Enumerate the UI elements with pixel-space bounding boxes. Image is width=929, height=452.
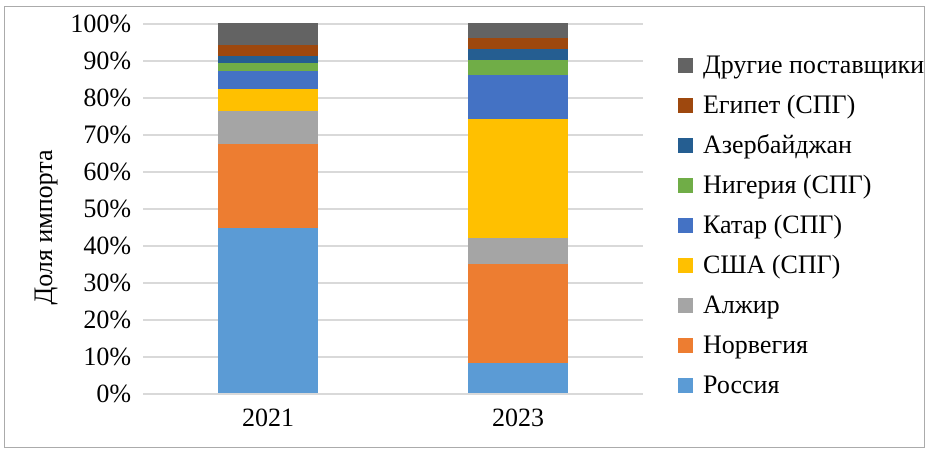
y-axis-tick-label: 0% [96, 379, 131, 408]
bar-segment [218, 23, 318, 45]
bar-segment [468, 48, 568, 61]
legend-item: Египет (СПГ) [678, 85, 924, 125]
bar-segment [218, 228, 318, 393]
bar-segment [218, 63, 318, 71]
y-axis-tick-label: 100% [70, 9, 131, 38]
legend-item: Алжир [678, 285, 924, 325]
bar-segment [468, 263, 568, 364]
legend-color-swatch [678, 217, 693, 233]
legend-label: США (СПГ) [703, 250, 841, 279]
legend-color-swatch [678, 57, 693, 73]
x-axis-category-label: 2023 [492, 403, 544, 432]
legend-color-swatch [678, 137, 693, 153]
legend-label: Алжир [703, 290, 780, 319]
gridline [143, 245, 643, 247]
legend-label: Катар (СПГ) [703, 210, 843, 239]
y-axis-tick-label: 80% [83, 83, 131, 112]
y-axis-tick-label: 10% [83, 342, 131, 371]
bar-segment [218, 110, 318, 144]
bar-segment [468, 74, 568, 120]
bar-segment [218, 55, 318, 64]
plot-area [143, 23, 643, 395]
legend-label: Египет (СПГ) [703, 90, 856, 119]
legend-item: Россия [678, 365, 924, 405]
y-axis-tick-label: 60% [83, 157, 131, 186]
bar-segment [468, 363, 568, 393]
gridline [143, 134, 643, 136]
gridline [143, 356, 643, 358]
legend-label: Россия [703, 370, 780, 399]
x-axis-category-labels: 2021 2023 [143, 402, 643, 434]
gridline [143, 393, 643, 395]
legend-color-swatch [678, 337, 693, 353]
stacked-bar-2021 [218, 23, 318, 393]
y-axis-tick-label: 50% [83, 194, 131, 223]
bar-segment [218, 143, 318, 229]
bar-segment [218, 70, 318, 89]
legend-label: Азербайджан [703, 130, 852, 159]
bar-segment [218, 88, 318, 111]
legend-label: Норвегия [703, 330, 808, 359]
bar-segment [468, 119, 568, 238]
gridline [143, 319, 643, 321]
legend-color-swatch [678, 97, 693, 113]
legend-item: Нигерия (СПГ) [678, 165, 924, 205]
y-axis-tick-label: 40% [83, 231, 131, 260]
legend-item: Другие поставщики [678, 45, 924, 85]
bar-segment [468, 237, 568, 264]
legend-item: США (СПГ) [678, 245, 924, 285]
legend: Другие поставщики Египет (СПГ) Азербайджан… [678, 45, 924, 405]
legend-label: Другие поставщики [703, 50, 925, 79]
chart-border-frame [4, 6, 925, 448]
x-axis-category-label: 2021 [242, 403, 294, 432]
y-axis-tick-label: 70% [83, 120, 131, 149]
gridline [143, 171, 643, 173]
y-axis-tick-labels: 0% 10% 20% 30% 40% 50% 60% 70% 80% 90% 100% [0, 9, 131, 408]
legend-color-swatch [678, 177, 693, 193]
bar-segment [468, 37, 568, 49]
y-axis-tick-label: 90% [83, 46, 131, 75]
gridline [143, 60, 643, 62]
legend-color-swatch [678, 297, 693, 313]
gridline [143, 97, 643, 99]
gridline [143, 23, 643, 25]
legend-color-swatch [678, 377, 693, 393]
y-axis-tick-label: 20% [83, 305, 131, 334]
bar-segment [468, 23, 568, 38]
legend-item: Норвегия [678, 325, 924, 365]
legend-label: Нигерия (СПГ) [703, 170, 872, 199]
bar-segment [468, 60, 568, 75]
legend-item: Катар (СПГ) [678, 205, 924, 245]
gridline [143, 208, 643, 210]
legend-color-swatch [678, 257, 693, 273]
stacked-bar-2023 [468, 23, 568, 393]
bar-segment [218, 45, 318, 56]
gridline [143, 282, 643, 284]
y-axis-tick-label: 30% [83, 268, 131, 297]
legend-item: Азербайджан [678, 125, 924, 165]
